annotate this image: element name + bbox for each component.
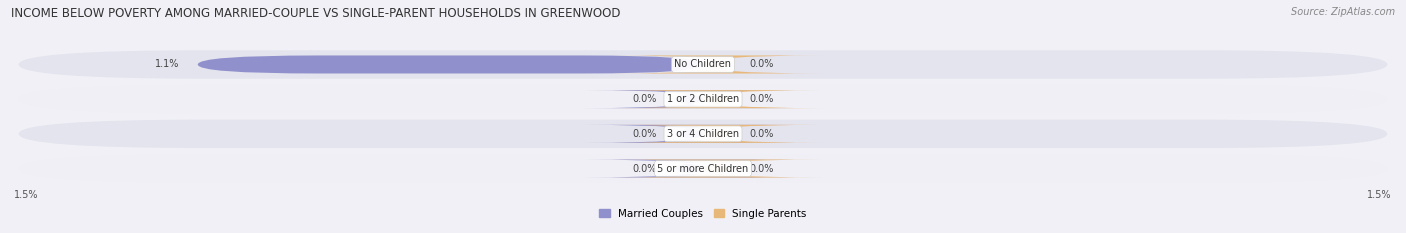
Text: No Children: No Children (675, 59, 731, 69)
Text: 0.0%: 0.0% (749, 164, 773, 174)
Text: 3 or 4 Children: 3 or 4 Children (666, 129, 740, 139)
FancyBboxPatch shape (583, 90, 794, 108)
FancyBboxPatch shape (612, 160, 823, 178)
Text: 1 or 2 Children: 1 or 2 Children (666, 94, 740, 104)
Text: INCOME BELOW POVERTY AMONG MARRIED-COUPLE VS SINGLE-PARENT HOUSEHOLDS IN GREENWO: INCOME BELOW POVERTY AMONG MARRIED-COUPL… (11, 7, 620, 20)
FancyBboxPatch shape (583, 125, 794, 143)
Text: Source: ZipAtlas.com: Source: ZipAtlas.com (1291, 7, 1395, 17)
Text: 0.0%: 0.0% (633, 164, 657, 174)
Text: 0.0%: 0.0% (749, 59, 773, 69)
Text: 0.0%: 0.0% (633, 129, 657, 139)
Text: 0.0%: 0.0% (749, 94, 773, 104)
FancyBboxPatch shape (18, 154, 1388, 183)
FancyBboxPatch shape (18, 85, 1388, 113)
Text: 0.0%: 0.0% (749, 129, 773, 139)
FancyBboxPatch shape (18, 50, 1388, 79)
Text: 1.5%: 1.5% (1368, 190, 1392, 200)
FancyBboxPatch shape (583, 160, 794, 178)
Text: 1.5%: 1.5% (14, 190, 38, 200)
Legend: Married Couples, Single Parents: Married Couples, Single Parents (599, 209, 807, 219)
FancyBboxPatch shape (612, 90, 823, 108)
FancyBboxPatch shape (612, 55, 823, 73)
FancyBboxPatch shape (612, 125, 823, 143)
Text: 0.0%: 0.0% (633, 94, 657, 104)
FancyBboxPatch shape (198, 55, 703, 73)
Text: 1.1%: 1.1% (155, 59, 180, 69)
Text: 5 or more Children: 5 or more Children (658, 164, 748, 174)
FancyBboxPatch shape (18, 120, 1388, 148)
